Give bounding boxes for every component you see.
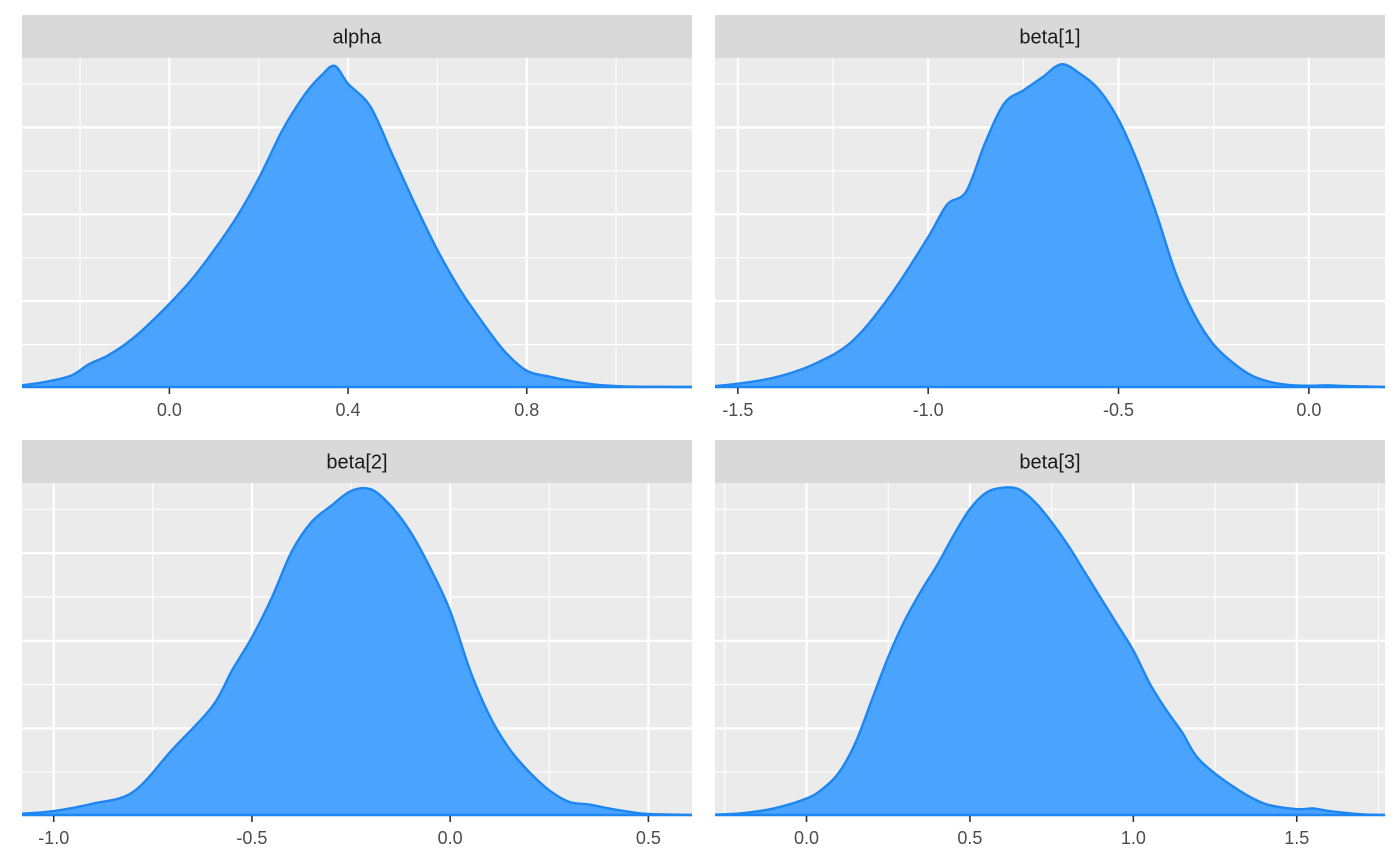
panel-beta-2: beta[2] -1.0 -0.5 0.0 0.5	[21, 440, 693, 848]
strip-beta-3	[715, 440, 1385, 483]
x-tick-label: -0.5	[1103, 400, 1134, 420]
x-tick-label: 1.0	[1121, 828, 1146, 848]
strip-label-beta-3: beta[3]	[1019, 452, 1080, 474]
x-tick-label: 0.8	[514, 400, 539, 420]
strip-beta-1	[715, 15, 1385, 58]
density-line-beta-2	[21, 486, 693, 817]
x-tick-label: 0.0	[794, 828, 819, 848]
x-tick-label: 1.5	[1284, 828, 1309, 848]
x-tick-label: 0.4	[336, 400, 361, 420]
strip-label-alpha: alpha	[333, 27, 383, 49]
strip-label-beta-2: beta[2]	[326, 452, 387, 474]
x-axis-alpha: 0.0 0.4 0.8	[157, 388, 539, 420]
density-line-beta-1	[714, 63, 1386, 389]
strip-alpha	[22, 15, 692, 58]
x-axis-beta-3: 0.0 0.5 1.0 1.5	[794, 816, 1309, 848]
x-axis-beta-2: -1.0 -0.5 0.0 0.5	[38, 816, 661, 848]
density-area-alpha	[22, 65, 692, 388]
strip-label-beta-1: beta[1]	[1019, 27, 1080, 49]
density-line-beta-3	[714, 486, 1386, 817]
density-area-beta-3	[715, 487, 1385, 815]
x-tick-label: -0.5	[236, 828, 267, 848]
panel-beta-3: beta[3] 0.0 0.5 1.0 1.5	[714, 440, 1386, 848]
x-axis-beta-1: -1.5 -1.0 -0.5 0.0	[722, 388, 1321, 420]
x-tick-label: -1.0	[913, 400, 944, 420]
panel-beta-1: beta[1] -1.5 -1.0 -0.5 0.0	[714, 15, 1386, 420]
x-tick-label: 0.5	[636, 828, 661, 848]
strip-beta-2	[22, 440, 692, 483]
panel-alpha: alpha 0.0 0.4 0.8	[21, 15, 693, 420]
x-tick-label: 0.5	[957, 828, 982, 848]
density-line-alpha	[21, 64, 693, 389]
x-tick-label: 0.0	[438, 828, 463, 848]
x-tick-label: -1.5	[722, 400, 753, 420]
x-tick-label: 0.0	[157, 400, 182, 420]
x-tick-label: 0.0	[1296, 400, 1321, 420]
x-tick-label: -1.0	[38, 828, 69, 848]
